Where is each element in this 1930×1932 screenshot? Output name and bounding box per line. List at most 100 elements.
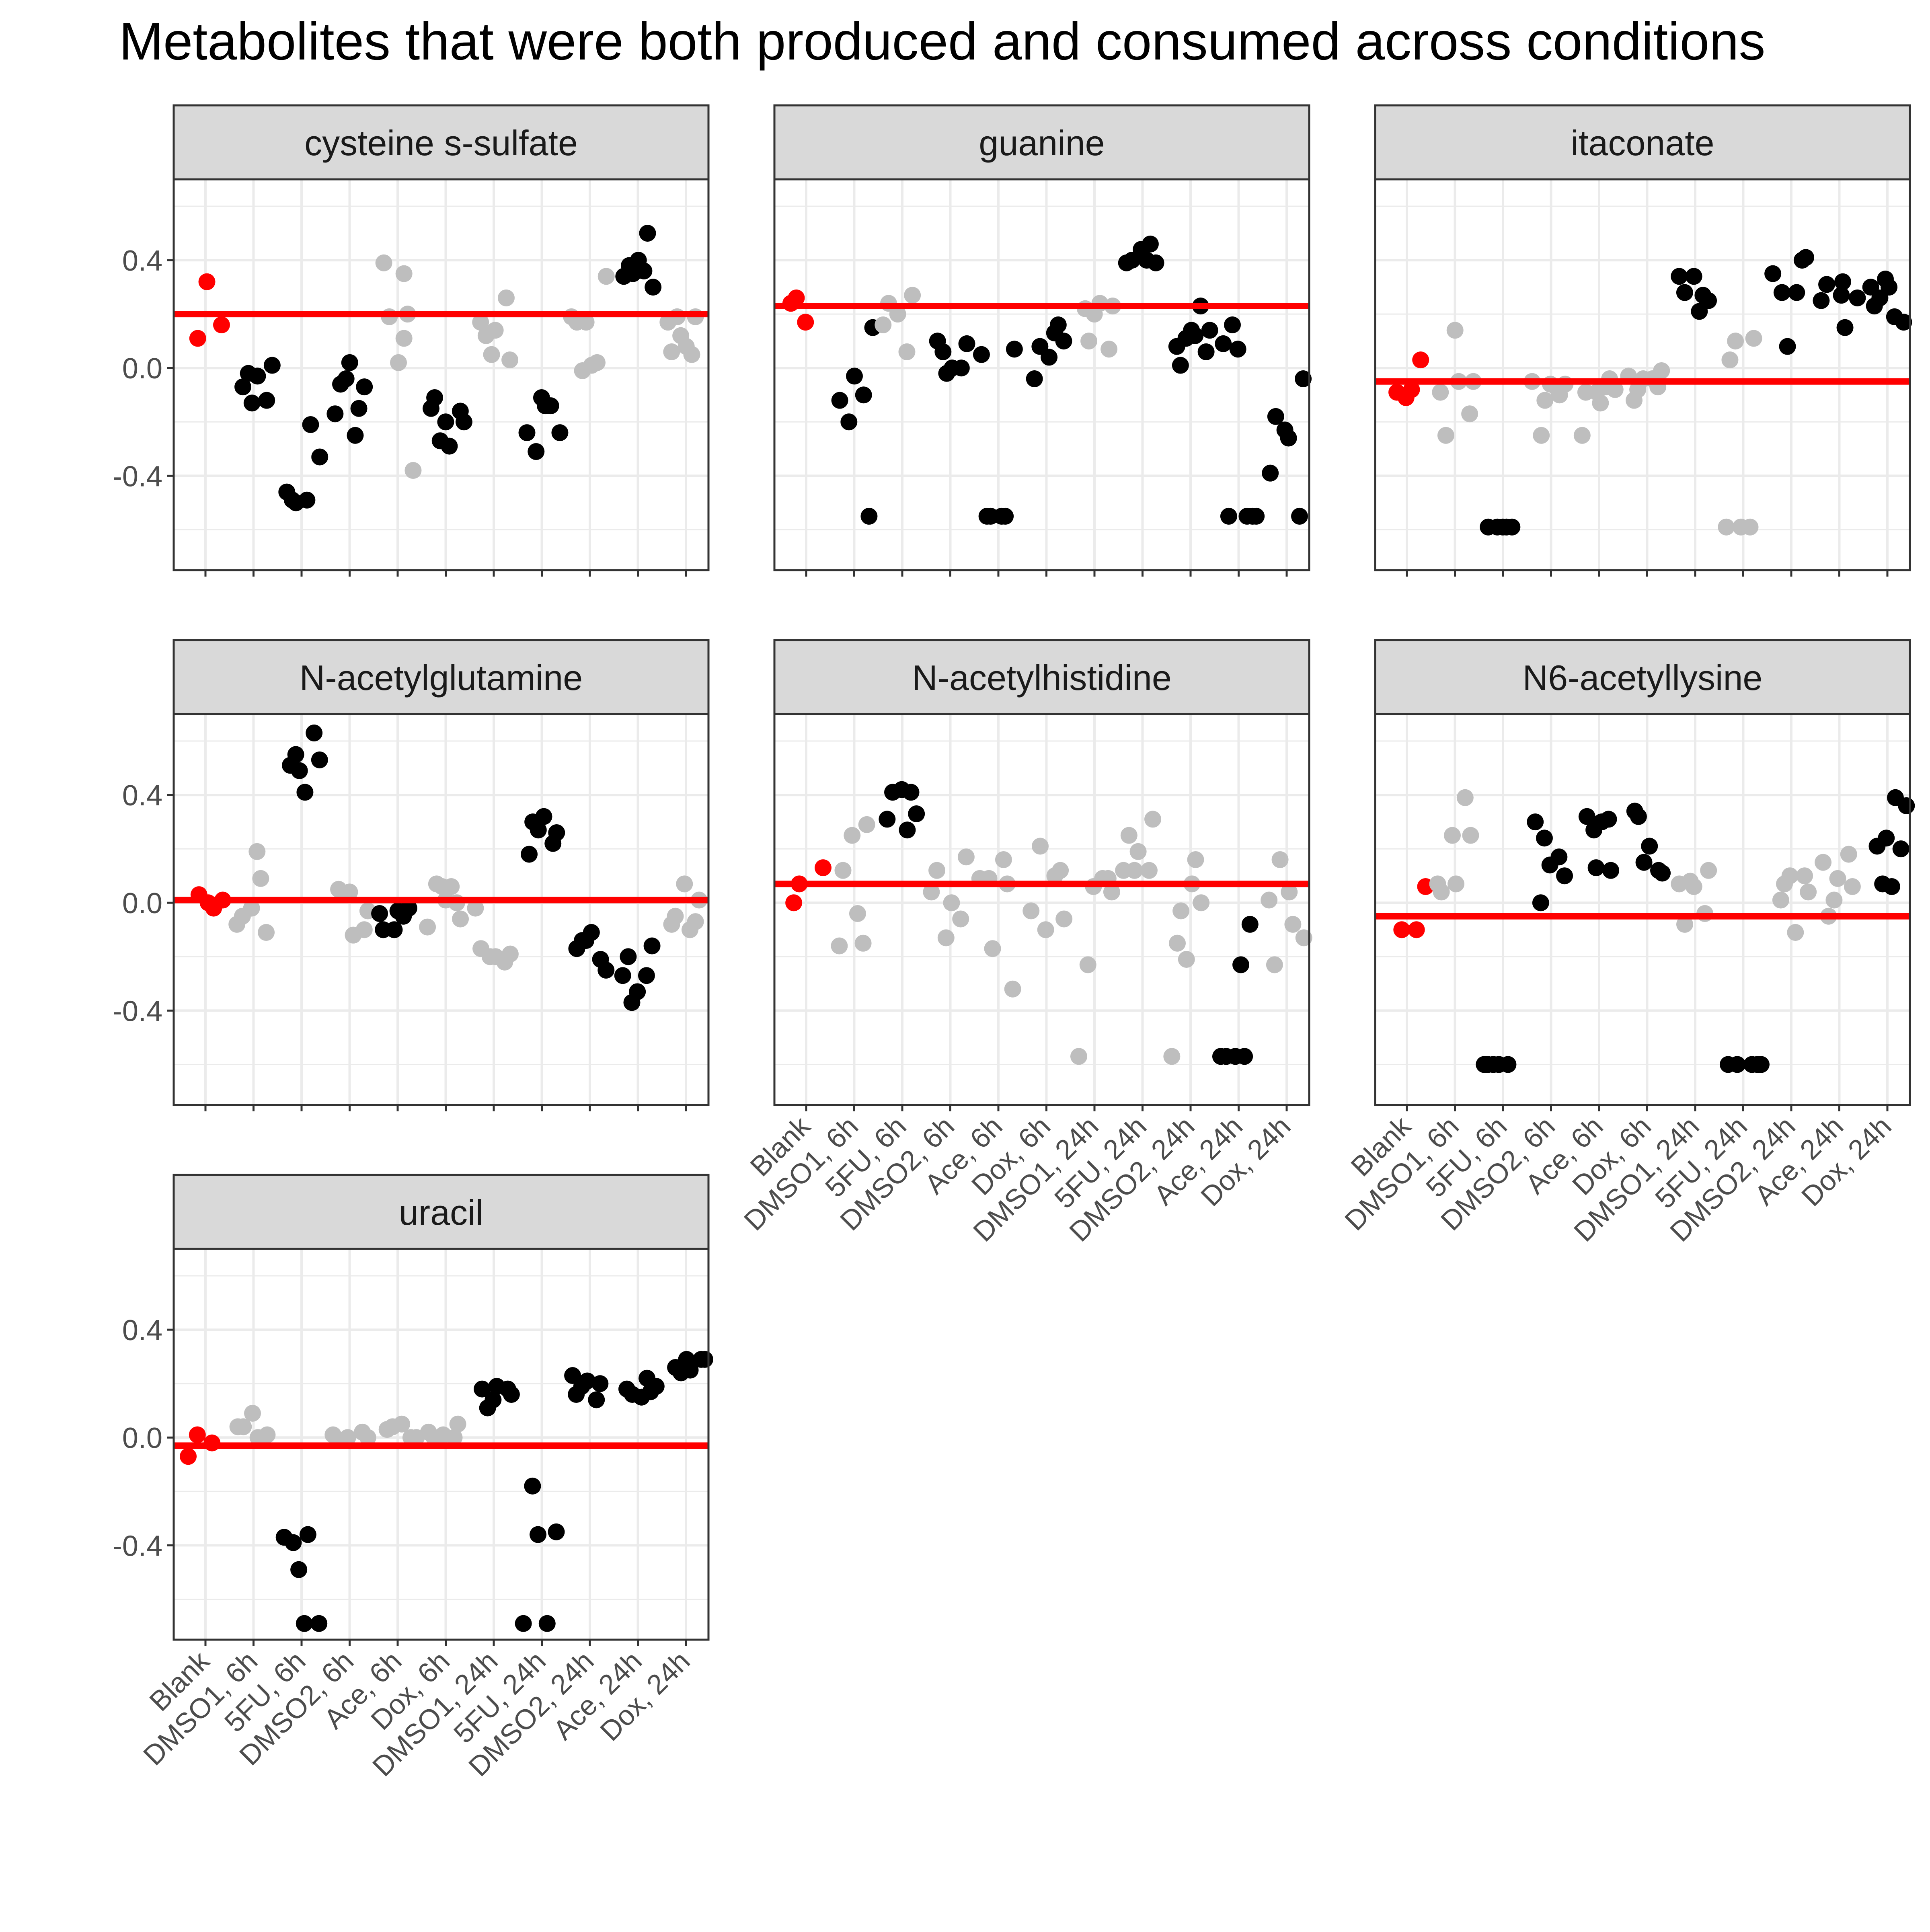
data-point xyxy=(524,813,542,831)
data-point xyxy=(487,322,504,339)
data-point xyxy=(395,265,413,282)
panel-border xyxy=(773,178,1310,571)
data-point xyxy=(1280,429,1297,447)
data-point xyxy=(1629,381,1647,398)
data-point xyxy=(198,273,216,290)
data-point xyxy=(341,354,358,371)
data-point xyxy=(395,330,413,347)
data-point xyxy=(1635,854,1653,871)
panel-background xyxy=(174,714,708,1105)
data-point xyxy=(1776,875,1793,893)
data-point xyxy=(1037,921,1054,938)
data-point xyxy=(1578,808,1595,825)
data-point xyxy=(1241,916,1259,933)
data-point xyxy=(1079,956,1096,973)
data-point xyxy=(446,1429,463,1446)
data-point xyxy=(1532,894,1549,912)
data-point xyxy=(889,306,906,323)
data-point xyxy=(248,843,266,860)
data-point xyxy=(1796,867,1813,885)
data-point xyxy=(548,824,565,841)
data-point xyxy=(1140,862,1158,879)
data-point xyxy=(1144,811,1162,828)
data-point xyxy=(249,1429,267,1446)
data-point xyxy=(1120,827,1137,844)
data-point xyxy=(846,368,863,385)
data-point xyxy=(630,252,647,269)
data-point xyxy=(1788,284,1805,301)
data-point xyxy=(433,878,451,895)
data-point xyxy=(978,507,996,525)
data-point xyxy=(1163,1048,1181,1065)
data-point xyxy=(831,392,848,409)
data-point xyxy=(1887,789,1904,806)
data-point xyxy=(1676,916,1693,933)
data-point xyxy=(1676,284,1693,301)
data-point xyxy=(1232,956,1250,973)
data-point xyxy=(296,1615,313,1632)
data-point xyxy=(618,1380,635,1398)
data-point xyxy=(389,902,407,920)
data-point xyxy=(258,392,275,409)
data-point xyxy=(472,314,489,331)
data-point xyxy=(371,905,388,922)
data-point xyxy=(1883,878,1900,895)
data-point xyxy=(1694,287,1712,304)
data-point xyxy=(574,362,591,379)
facet-title: uracil xyxy=(399,1193,483,1232)
data-point xyxy=(213,316,230,333)
data-point xyxy=(1267,408,1284,425)
data-point xyxy=(287,746,304,763)
data-point xyxy=(355,921,373,938)
data-point xyxy=(1032,838,1049,855)
data-point xyxy=(240,365,257,382)
data-point xyxy=(252,870,269,887)
data-point xyxy=(1022,902,1040,920)
data-point xyxy=(243,899,260,917)
data-point xyxy=(904,287,921,304)
data-point xyxy=(672,327,690,344)
data-point xyxy=(638,967,655,984)
data-point xyxy=(474,1380,491,1398)
data-point xyxy=(1772,891,1789,909)
data-point xyxy=(568,1386,585,1403)
data-point xyxy=(844,827,861,844)
data-point xyxy=(957,848,975,866)
data-point xyxy=(422,400,439,417)
data-point xyxy=(1193,894,1210,912)
data-point xyxy=(1218,1048,1235,1065)
data-point xyxy=(1437,427,1454,444)
facet-title: N6-acetyllysine xyxy=(1523,658,1763,698)
data-point xyxy=(390,354,407,371)
data-point xyxy=(687,913,704,930)
data-point xyxy=(973,346,990,363)
data-point xyxy=(937,929,955,946)
y-tick-label: 0.0 xyxy=(122,1422,162,1454)
data-point xyxy=(1429,875,1446,893)
data-point xyxy=(663,343,680,361)
facet-strip xyxy=(172,1174,710,1250)
data-point xyxy=(1215,335,1232,352)
data-point xyxy=(528,443,545,460)
data-point xyxy=(1461,405,1478,423)
data-point xyxy=(995,851,1012,868)
data-point xyxy=(1172,357,1189,374)
data-point xyxy=(1295,370,1312,388)
data-point xyxy=(1142,235,1159,253)
data-point xyxy=(1244,507,1261,525)
data-point xyxy=(375,254,392,271)
data-point xyxy=(1834,273,1852,290)
data-point xyxy=(814,859,832,877)
data-point xyxy=(337,370,355,388)
data-point xyxy=(1866,298,1883,315)
data-point xyxy=(1462,827,1479,844)
y-tick-label: -0.4 xyxy=(113,1530,162,1562)
data-point xyxy=(858,816,875,833)
data-point xyxy=(1727,333,1744,350)
data-point xyxy=(452,402,469,420)
data-point xyxy=(419,918,436,936)
data-point xyxy=(642,1383,659,1400)
data-point xyxy=(356,378,373,396)
facet-strip xyxy=(773,104,1310,181)
